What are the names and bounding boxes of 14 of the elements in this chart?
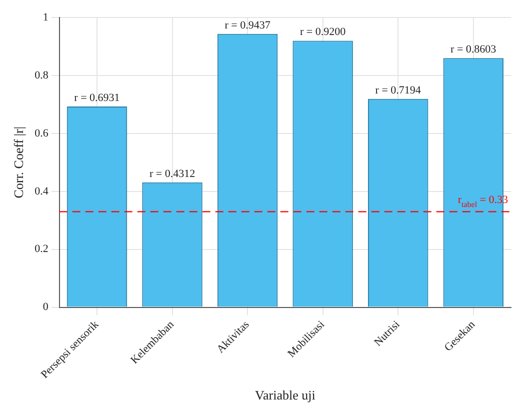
y-tick-label: 0.2 xyxy=(34,243,48,256)
data-label: r = 0.9437 xyxy=(224,19,271,32)
y-tick-label: 0.6 xyxy=(34,127,49,140)
data-label: r = 0.4312 xyxy=(149,168,196,180)
x-axis-title: Variable uji xyxy=(255,388,316,403)
y-tick-label: 0 xyxy=(42,301,49,314)
y-tick-label: 0.8 xyxy=(34,69,49,82)
y-tick-label: 1 xyxy=(42,11,48,24)
y-tick-label: 0.4 xyxy=(34,185,49,198)
data-label: r = 0.9200 xyxy=(300,26,346,38)
data-label: r = 0.7194 xyxy=(375,84,422,96)
data-label: r = 0.8603 xyxy=(450,43,497,56)
data-label: r = 0.6931 xyxy=(74,92,120,104)
y-axis-title: Corr. Coeff |r| xyxy=(11,126,26,198)
